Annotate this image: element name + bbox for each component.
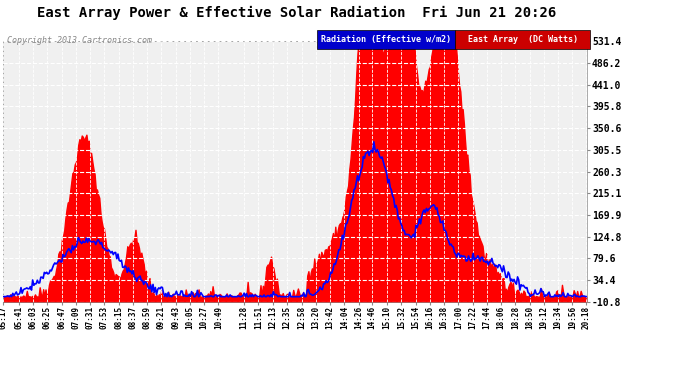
Text: East Array Power & Effective Solar Radiation  Fri Jun 21 20:26: East Array Power & Effective Solar Radia… — [37, 6, 556, 20]
Text: East Array  (DC Watts): East Array (DC Watts) — [468, 35, 578, 44]
Text: Copyright 2013 Cartronics.com: Copyright 2013 Cartronics.com — [7, 36, 152, 45]
Text: Radiation (Effective w/m2): Radiation (Effective w/m2) — [322, 35, 451, 44]
